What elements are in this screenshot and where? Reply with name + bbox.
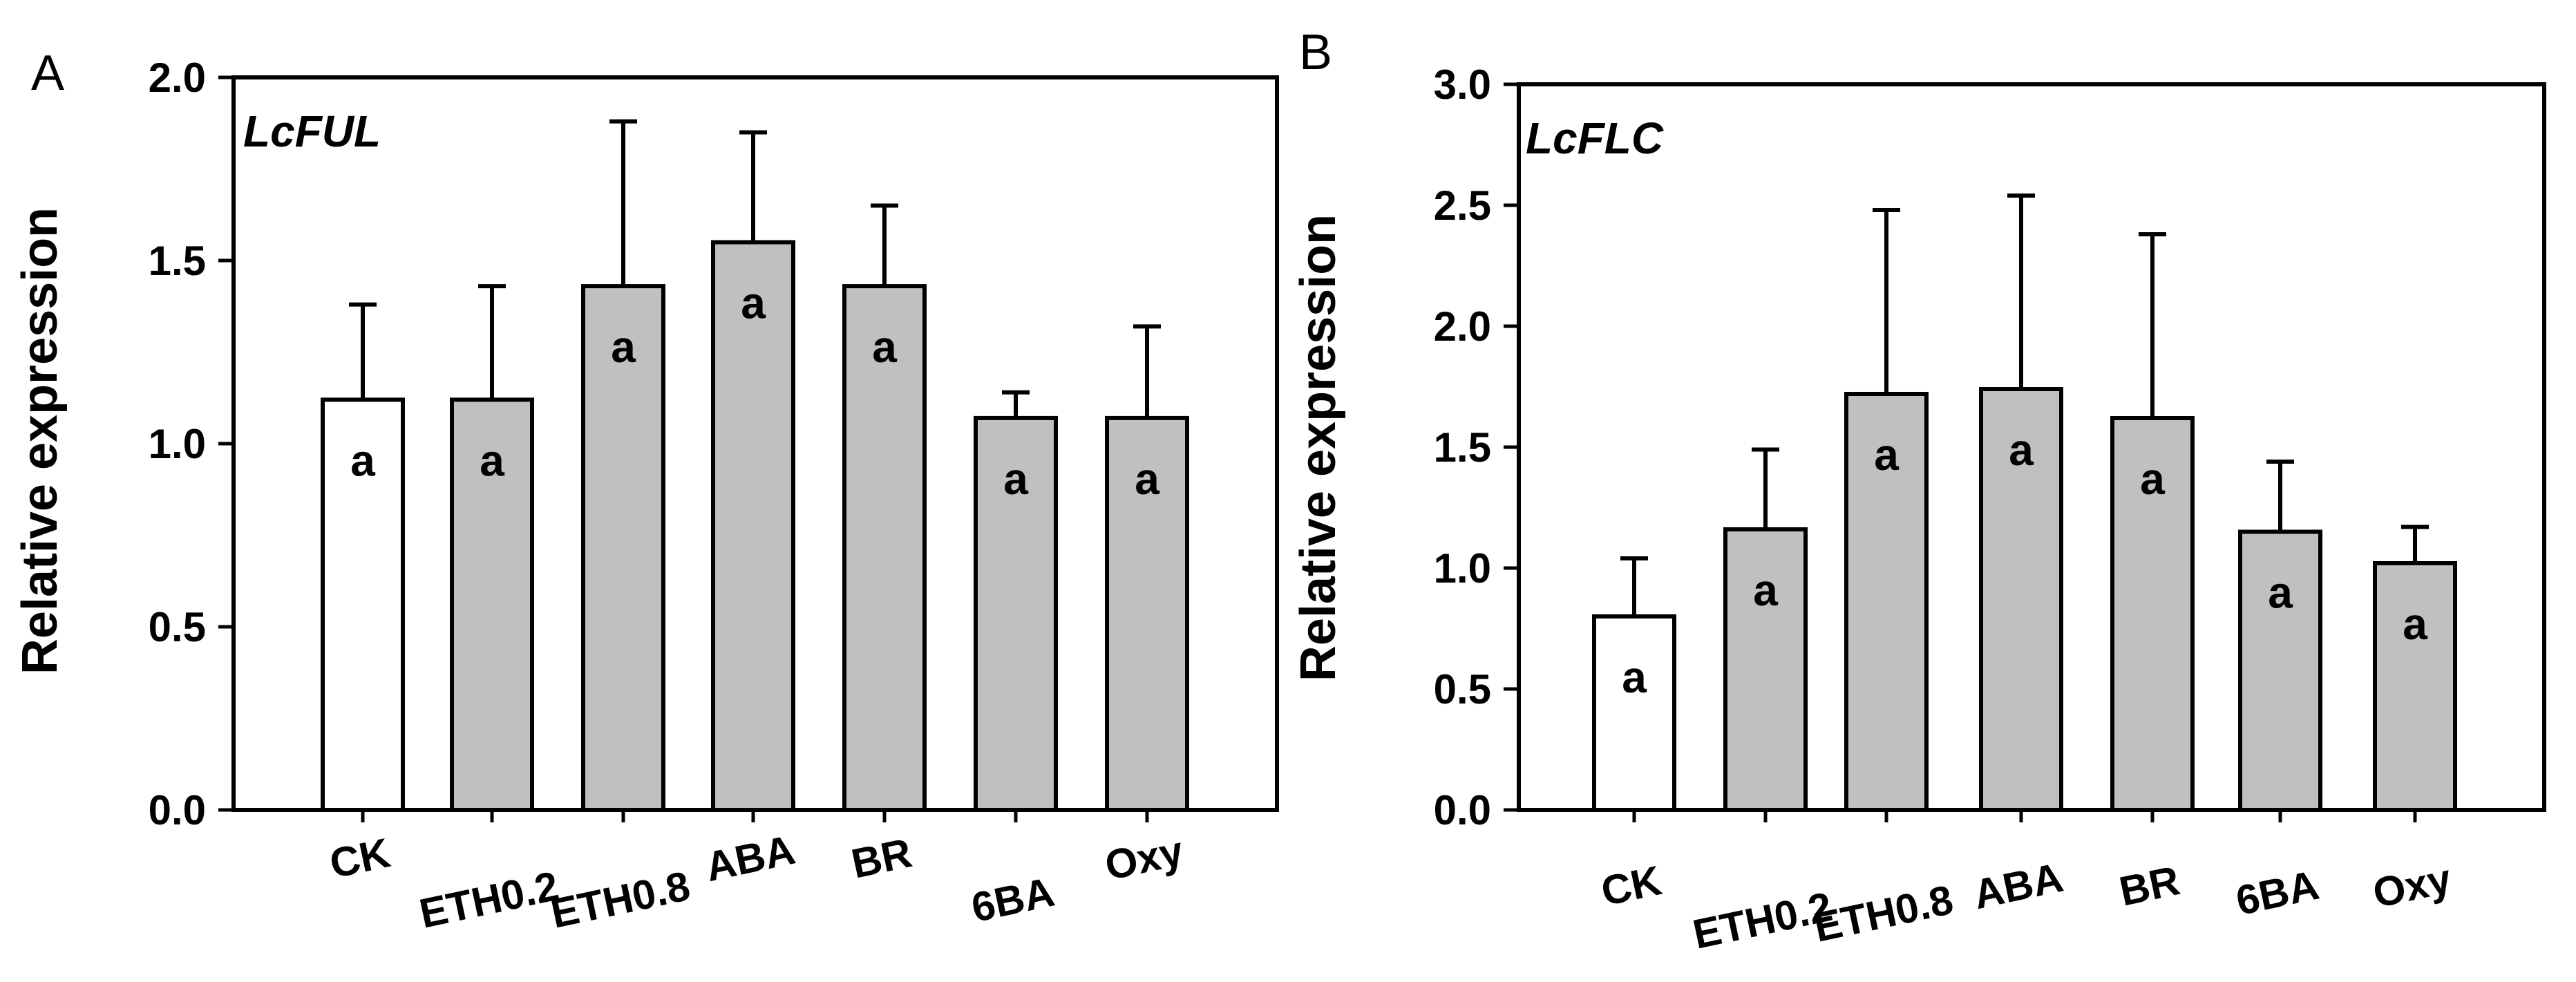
- x-tick-label: ABA: [1969, 854, 2067, 918]
- y-tick-label: 3.0: [1434, 62, 1491, 108]
- panel-a-gene-title: LcFUL: [243, 106, 381, 156]
- bar-6ba: [974, 415, 1058, 812]
- significance-label: a: [480, 435, 504, 485]
- significance-label: a: [2403, 599, 2427, 649]
- panel-b-gene-title: LcFLC: [1526, 113, 1664, 163]
- bar-ck: [1592, 614, 1676, 812]
- x-tick-label: ETH0.2: [415, 862, 562, 937]
- panel-a: A LcFUL Relative expression a CK a ETH0.2 a E…: [12, 46, 1279, 937]
- significance-label: a: [2009, 425, 2034, 475]
- panel-b-letter: B: [1299, 25, 1332, 80]
- y-tick-label: 1.0: [149, 421, 206, 467]
- plot-frame: [1517, 82, 2546, 812]
- y-tick-label: 2.5: [1434, 182, 1491, 229]
- x-tick-label: 6BA: [2232, 862, 2322, 924]
- significance-label: a: [1753, 565, 1778, 615]
- x-tick-label: BR: [847, 829, 916, 887]
- significance-label: a: [1135, 454, 1159, 504]
- significance-label: a: [2140, 454, 2165, 504]
- significance-label: a: [1874, 430, 1899, 480]
- panel-b: B LcFLC Relative expression aCKaETH0.2aE…: [1291, 25, 2546, 958]
- bar-aba: [711, 240, 795, 812]
- x-tick-label: BR: [2115, 857, 2184, 915]
- y-tick-label: 0.5: [1434, 666, 1491, 712]
- significance-label: a: [350, 435, 375, 485]
- significance-label: a: [872, 322, 897, 372]
- x-tick-label: 6BA: [967, 869, 1058, 931]
- y-tick-label: 0.5: [149, 604, 206, 650]
- y-tick-label: 1.5: [149, 238, 206, 284]
- significance-label: a: [741, 278, 766, 328]
- significance-label: a: [611, 322, 636, 372]
- bar-eth02: [1723, 527, 1808, 812]
- x-tick-label: Oxy: [2369, 855, 2455, 916]
- bar-6ba: [2238, 529, 2322, 812]
- y-tick-label: 2.0: [1434, 303, 1491, 350]
- significance-label: a: [1622, 652, 1647, 702]
- x-tick-label: ABA: [701, 827, 799, 891]
- bar-oxy: [1105, 415, 1189, 812]
- y-tick-label: 1.0: [1434, 545, 1491, 592]
- bar-ck: [321, 397, 405, 812]
- panel-a-y-axis-label: Relative expression: [12, 207, 68, 674]
- plot-frame: [231, 75, 1279, 812]
- panel-b-y-axis-label: Relative expression: [1291, 214, 1346, 681]
- bar-br: [842, 284, 927, 813]
- x-tick-label: CK: [1597, 857, 1665, 915]
- bar-aba: [1979, 387, 2063, 812]
- x-tick-label: CK: [325, 829, 394, 887]
- x-tick-label: ETH0.8: [547, 862, 694, 937]
- x-tick-label: ETH0.8: [1810, 876, 1957, 951]
- x-tick-label: Oxy: [1101, 827, 1187, 889]
- y-tick-label: 1.5: [1434, 424, 1491, 471]
- y-tick-label: 0.0: [1434, 787, 1491, 833]
- panel-a-letter: A: [31, 46, 64, 101]
- bar-eth08: [581, 284, 665, 813]
- y-tick-label: 2.0: [149, 55, 206, 101]
- significance-label: a: [1003, 454, 1028, 504]
- y-tick-label: 0.0: [149, 787, 206, 833]
- bar-oxy: [2373, 561, 2457, 812]
- significance-label: a: [2268, 568, 2293, 618]
